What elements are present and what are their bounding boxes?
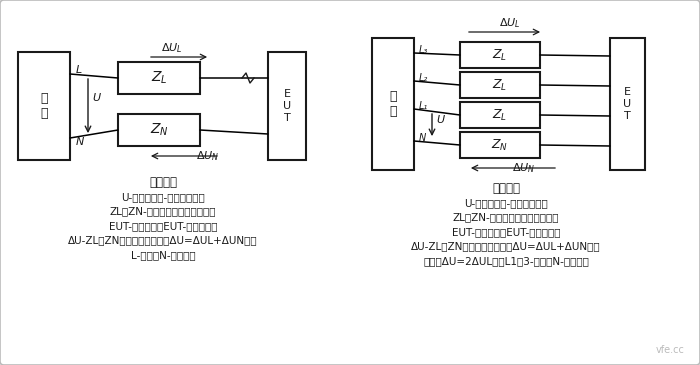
- Text: 相间（ΔU=2ΔUL）；L1～3-相线；N-中性线。: 相间（ΔU=2ΔUL）；L1～3-相线；N-中性线。: [423, 256, 589, 266]
- Text: $Z_L$: $Z_L$: [492, 77, 508, 93]
- Text: U-电源的相线-中性线电压；: U-电源的相线-中性线电压；: [464, 198, 548, 208]
- Bar: [460, 132, 540, 158]
- Text: $Z_L$: $Z_L$: [492, 107, 508, 123]
- Bar: [610, 38, 645, 170]
- Text: U-电源的相线-中性线电压；: U-电源的相线-中性线电压；: [121, 192, 205, 202]
- Text: vfe.cc: vfe.cc: [656, 345, 685, 355]
- Bar: [372, 38, 414, 170]
- Bar: [18, 52, 70, 160]
- Bar: [118, 114, 200, 146]
- Text: U: U: [436, 115, 444, 125]
- Text: L₃: L₃: [419, 45, 428, 55]
- Text: N: N: [76, 137, 85, 147]
- Text: ZL，ZN-导线及电流探头的阻抗；: ZL，ZN-导线及电流探头的阻抗；: [110, 207, 216, 216]
- Text: ΔU-ZL和ZN上的电压降之和（ΔU=ΔUL+ΔUN）；: ΔU-ZL和ZN上的电压降之和（ΔU=ΔUL+ΔUN）；: [68, 235, 258, 246]
- Text: EUT-受试设备；EUT-受试设备；: EUT-受试设备；EUT-受试设备；: [452, 227, 560, 237]
- Text: $Z_L$: $Z_L$: [492, 47, 508, 62]
- Bar: [268, 52, 306, 160]
- Text: $Z_N$: $Z_N$: [150, 122, 169, 138]
- Bar: [460, 102, 540, 128]
- Text: E
U
T: E U T: [624, 87, 631, 120]
- Text: ΔU-ZL和ZN上的电压降之和（ΔU=ΔUL+ΔUN）；: ΔU-ZL和ZN上的电压降之和（ΔU=ΔUL+ΔUN）；: [411, 242, 601, 251]
- Text: $\Delta U_L$: $\Delta U_L$: [161, 41, 183, 55]
- Text: 三相设备: 三相设备: [492, 181, 520, 195]
- Bar: [118, 62, 200, 94]
- Bar: [460, 72, 540, 98]
- Text: $\Delta U_N$: $\Delta U_N$: [512, 161, 536, 175]
- Text: L₁: L₁: [419, 101, 428, 111]
- Text: $Z_N$: $Z_N$: [491, 138, 509, 153]
- Text: $\Delta U_N$: $\Delta U_N$: [196, 149, 219, 163]
- Text: E
U
T: E U T: [283, 89, 291, 123]
- Text: N: N: [419, 133, 426, 143]
- Text: 单相设备: 单相设备: [149, 176, 177, 188]
- Text: L₂: L₂: [419, 73, 428, 83]
- Bar: [460, 42, 540, 68]
- Text: $Z_L$: $Z_L$: [150, 70, 167, 86]
- Text: EUT-受试设备；EUT-受试设备；: EUT-受试设备；EUT-受试设备；: [108, 221, 217, 231]
- Text: 电
源: 电 源: [41, 92, 48, 120]
- Text: L-相线；N-中性线。: L-相线；N-中性线。: [131, 250, 195, 260]
- Text: ZL，ZN-导线及电流探头的阻抗；: ZL，ZN-导线及电流探头的阻抗；: [453, 212, 559, 223]
- Text: U: U: [92, 93, 100, 103]
- Text: 电
源: 电 源: [389, 90, 397, 118]
- Text: L: L: [76, 65, 83, 75]
- Text: $\Delta U_L$: $\Delta U_L$: [499, 16, 521, 30]
